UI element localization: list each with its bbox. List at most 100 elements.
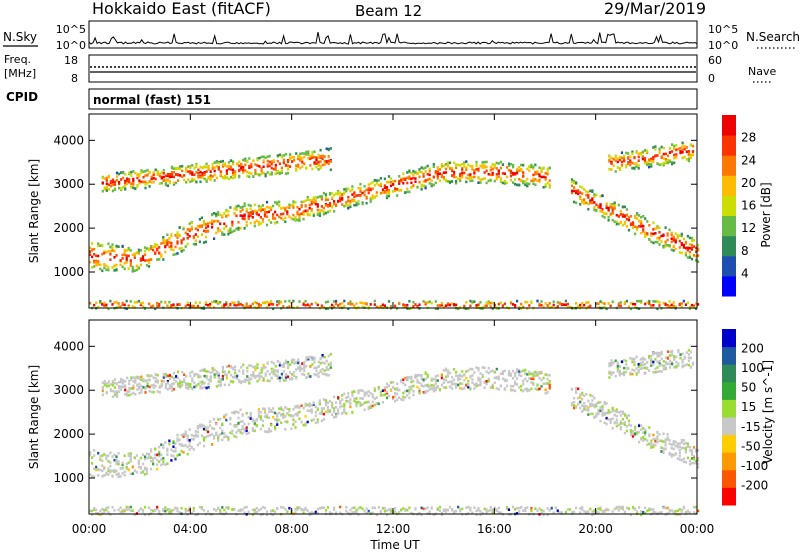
data-cell bbox=[448, 167, 452, 170]
data-cell bbox=[204, 230, 208, 233]
data-cell bbox=[205, 375, 208, 378]
data-cell bbox=[355, 509, 358, 512]
data-cell bbox=[186, 434, 189, 438]
data-cell bbox=[613, 207, 616, 210]
data-cell bbox=[410, 377, 413, 381]
data-cell bbox=[544, 176, 547, 179]
data-cell bbox=[200, 216, 203, 220]
data-cell bbox=[621, 505, 624, 509]
data-cell bbox=[158, 182, 161, 185]
data-cell bbox=[357, 390, 360, 394]
data-cell bbox=[656, 366, 659, 369]
data-cell bbox=[404, 396, 407, 399]
data-cell bbox=[680, 508, 683, 512]
data-cell bbox=[573, 186, 576, 189]
data-cell bbox=[265, 430, 269, 434]
data-cell bbox=[546, 373, 549, 377]
data-cell bbox=[162, 178, 165, 182]
data-cell bbox=[327, 162, 330, 165]
data-cell bbox=[689, 350, 692, 354]
data-cell bbox=[164, 181, 167, 185]
data-cell bbox=[666, 154, 670, 158]
data-cell bbox=[538, 372, 541, 375]
data-cell bbox=[178, 442, 181, 446]
data-cell bbox=[97, 451, 100, 455]
data-cell bbox=[302, 423, 305, 427]
data-cell bbox=[367, 390, 370, 393]
data-cell bbox=[695, 307, 698, 310]
data-cell bbox=[124, 173, 127, 176]
data-cell bbox=[623, 366, 626, 370]
data-cell bbox=[566, 306, 570, 309]
data-cell bbox=[505, 506, 509, 509]
data-cell bbox=[522, 382, 525, 386]
data-cell bbox=[512, 385, 515, 388]
data-cell bbox=[296, 413, 299, 417]
data-cell bbox=[115, 254, 118, 257]
data-cell bbox=[501, 163, 504, 166]
data-cell bbox=[131, 509, 134, 512]
data-cell bbox=[619, 505, 622, 509]
data-cell bbox=[249, 211, 252, 214]
data-cell bbox=[320, 412, 323, 415]
data-cell bbox=[430, 384, 433, 387]
data-cell bbox=[530, 507, 533, 510]
data-cell bbox=[162, 460, 165, 463]
data-cell bbox=[487, 366, 490, 370]
data-cell bbox=[666, 238, 669, 242]
data-cell bbox=[133, 456, 136, 460]
data-cell bbox=[231, 224, 234, 227]
data-cell bbox=[270, 206, 273, 210]
data-cell bbox=[440, 303, 443, 307]
data-cell bbox=[662, 447, 665, 450]
data-cell bbox=[418, 175, 421, 179]
data-cell bbox=[242, 363, 245, 367]
data-cell bbox=[103, 510, 106, 514]
data-cell bbox=[483, 164, 486, 167]
data-cell bbox=[505, 175, 509, 179]
data-cell bbox=[213, 435, 216, 438]
data-cell bbox=[640, 299, 643, 303]
data-cell bbox=[634, 432, 637, 436]
data-cell bbox=[125, 466, 128, 469]
data-cell bbox=[619, 420, 622, 423]
data-cell bbox=[270, 300, 273, 303]
data-cell bbox=[675, 355, 678, 359]
data-cell bbox=[280, 212, 283, 216]
data-cell bbox=[103, 263, 106, 266]
data-cell bbox=[140, 378, 143, 382]
data-cell bbox=[654, 148, 657, 151]
data-cell bbox=[295, 361, 298, 365]
data-cell bbox=[335, 406, 338, 409]
data-cell bbox=[609, 420, 612, 423]
data-cell bbox=[601, 194, 604, 197]
data-cell bbox=[400, 188, 403, 192]
data-cell bbox=[666, 158, 670, 162]
data-cell bbox=[219, 170, 222, 173]
data-cell bbox=[203, 381, 206, 385]
data-cell bbox=[363, 193, 366, 197]
data-cell bbox=[664, 506, 667, 510]
data-cell bbox=[202, 509, 206, 512]
data-cell bbox=[115, 393, 119, 397]
data-cell bbox=[387, 384, 391, 387]
data-cell bbox=[270, 360, 273, 364]
data-cell bbox=[324, 193, 328, 196]
data-cell bbox=[284, 209, 287, 212]
data-cell bbox=[662, 360, 665, 363]
data-cell bbox=[317, 375, 320, 378]
data-cell bbox=[375, 194, 378, 198]
data-cell bbox=[284, 428, 287, 431]
data-cell bbox=[239, 428, 242, 432]
data-cell bbox=[211, 226, 214, 229]
data-cell bbox=[143, 473, 147, 476]
data-cell bbox=[235, 205, 238, 208]
data-cell bbox=[432, 389, 435, 393]
data-cell bbox=[206, 303, 210, 307]
data-cell bbox=[121, 257, 124, 260]
data-cell bbox=[263, 411, 267, 415]
data-cell bbox=[160, 181, 163, 185]
data-cell bbox=[690, 236, 694, 240]
data-cell bbox=[286, 420, 289, 423]
data-cell bbox=[680, 438, 683, 442]
